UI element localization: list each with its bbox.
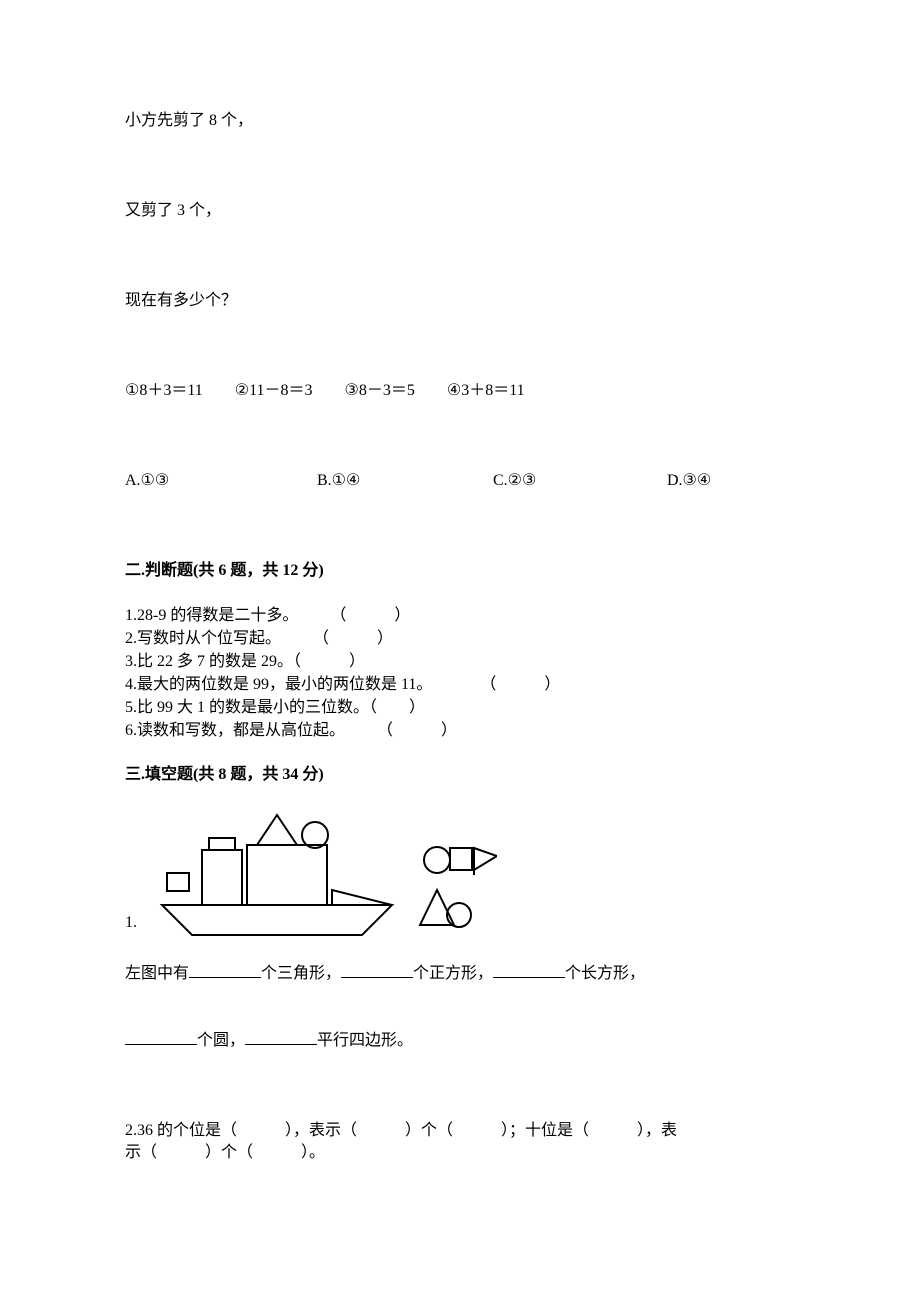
q1-text-5: 个圆， bbox=[197, 1032, 245, 1049]
option-c: C.②③ bbox=[493, 470, 667, 492]
problem-line-3: 现在有多少个？ bbox=[125, 290, 795, 312]
q2-line-1: 2.36 的个位是（ ），表示（ ）个（ ）；十位是（ ），表 bbox=[125, 1120, 795, 1142]
judge-item-6: 6.读数和写数，都是从高位起。 （ ） bbox=[125, 719, 795, 742]
spacer bbox=[125, 940, 795, 962]
blank bbox=[341, 962, 413, 978]
question-1-row: 1. bbox=[125, 800, 795, 940]
blank bbox=[245, 1029, 317, 1045]
judge-item-1: 1.28-9 的得数是二十多。 （ ） bbox=[125, 604, 795, 627]
q1-text-6: 平行四边形。 bbox=[317, 1032, 413, 1049]
spacer bbox=[125, 132, 795, 200]
judge-item-2: 2.写数时从个位写起。 （ ） bbox=[125, 627, 795, 650]
section-3-header: 三.填空题(共 8 题，共 34 分) bbox=[125, 764, 795, 786]
judge-item-5: 5.比 99 大 1 的数是最小的三位数。（ ） bbox=[125, 696, 795, 719]
spacer bbox=[125, 742, 795, 764]
q1-text-1: 左图中有 bbox=[125, 965, 189, 982]
judge-item-4: 4.最大的两位数是 99，最小的两位数是 11。 （ ） bbox=[125, 673, 795, 696]
section-2-header: 二.判断题(共 6 题，共 12 分) bbox=[125, 560, 795, 582]
spacer bbox=[125, 582, 795, 604]
option-a: A.①③ bbox=[125, 470, 317, 492]
spacer bbox=[125, 312, 795, 380]
spacer bbox=[125, 402, 795, 470]
equations-row: ①8＋3＝11 ②11－8＝3 ③8－3＝5 ④3＋8＝11 bbox=[125, 380, 795, 402]
q1-text-line-2: 个圆， 平行四边形。 bbox=[125, 1029, 795, 1052]
blank bbox=[125, 1029, 197, 1045]
spacer bbox=[125, 222, 795, 290]
spacer bbox=[125, 1052, 795, 1120]
options-row: A.①③ B.①④ C.②③ D.③④ bbox=[125, 470, 795, 492]
spacer bbox=[125, 786, 795, 800]
blank bbox=[493, 962, 565, 978]
problem-line-1: 小方先剪了 8 个， bbox=[125, 110, 795, 132]
q2-line-2: 示（ ）个（ ）。 bbox=[125, 1142, 795, 1164]
q1-text-2: 个三角形， bbox=[261, 965, 341, 982]
judge-item-3: 3.比 22 多 7 的数是 29。（ ） bbox=[125, 650, 795, 673]
q1-text-4: 个长方形， bbox=[565, 965, 645, 982]
q1-text-line-1: 左图中有 个三角形， 个正方形， 个长方形， bbox=[125, 962, 795, 985]
q1-text-3: 个正方形， bbox=[413, 965, 493, 982]
spacer bbox=[125, 985, 795, 1029]
problem-line-2: 又剪了 3 个， bbox=[125, 200, 795, 222]
shapes-figure bbox=[137, 800, 497, 940]
blank bbox=[189, 962, 261, 978]
q1-number: 1. bbox=[125, 912, 137, 940]
option-b: B.①④ bbox=[317, 470, 493, 492]
option-d: D.③④ bbox=[667, 470, 795, 492]
spacer bbox=[125, 492, 795, 560]
